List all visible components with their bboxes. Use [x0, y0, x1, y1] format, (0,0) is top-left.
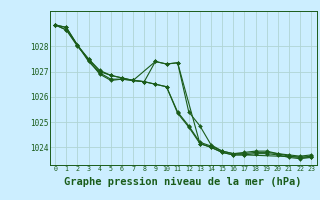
X-axis label: Graphe pression niveau de la mer (hPa): Graphe pression niveau de la mer (hPa) — [64, 177, 302, 187]
